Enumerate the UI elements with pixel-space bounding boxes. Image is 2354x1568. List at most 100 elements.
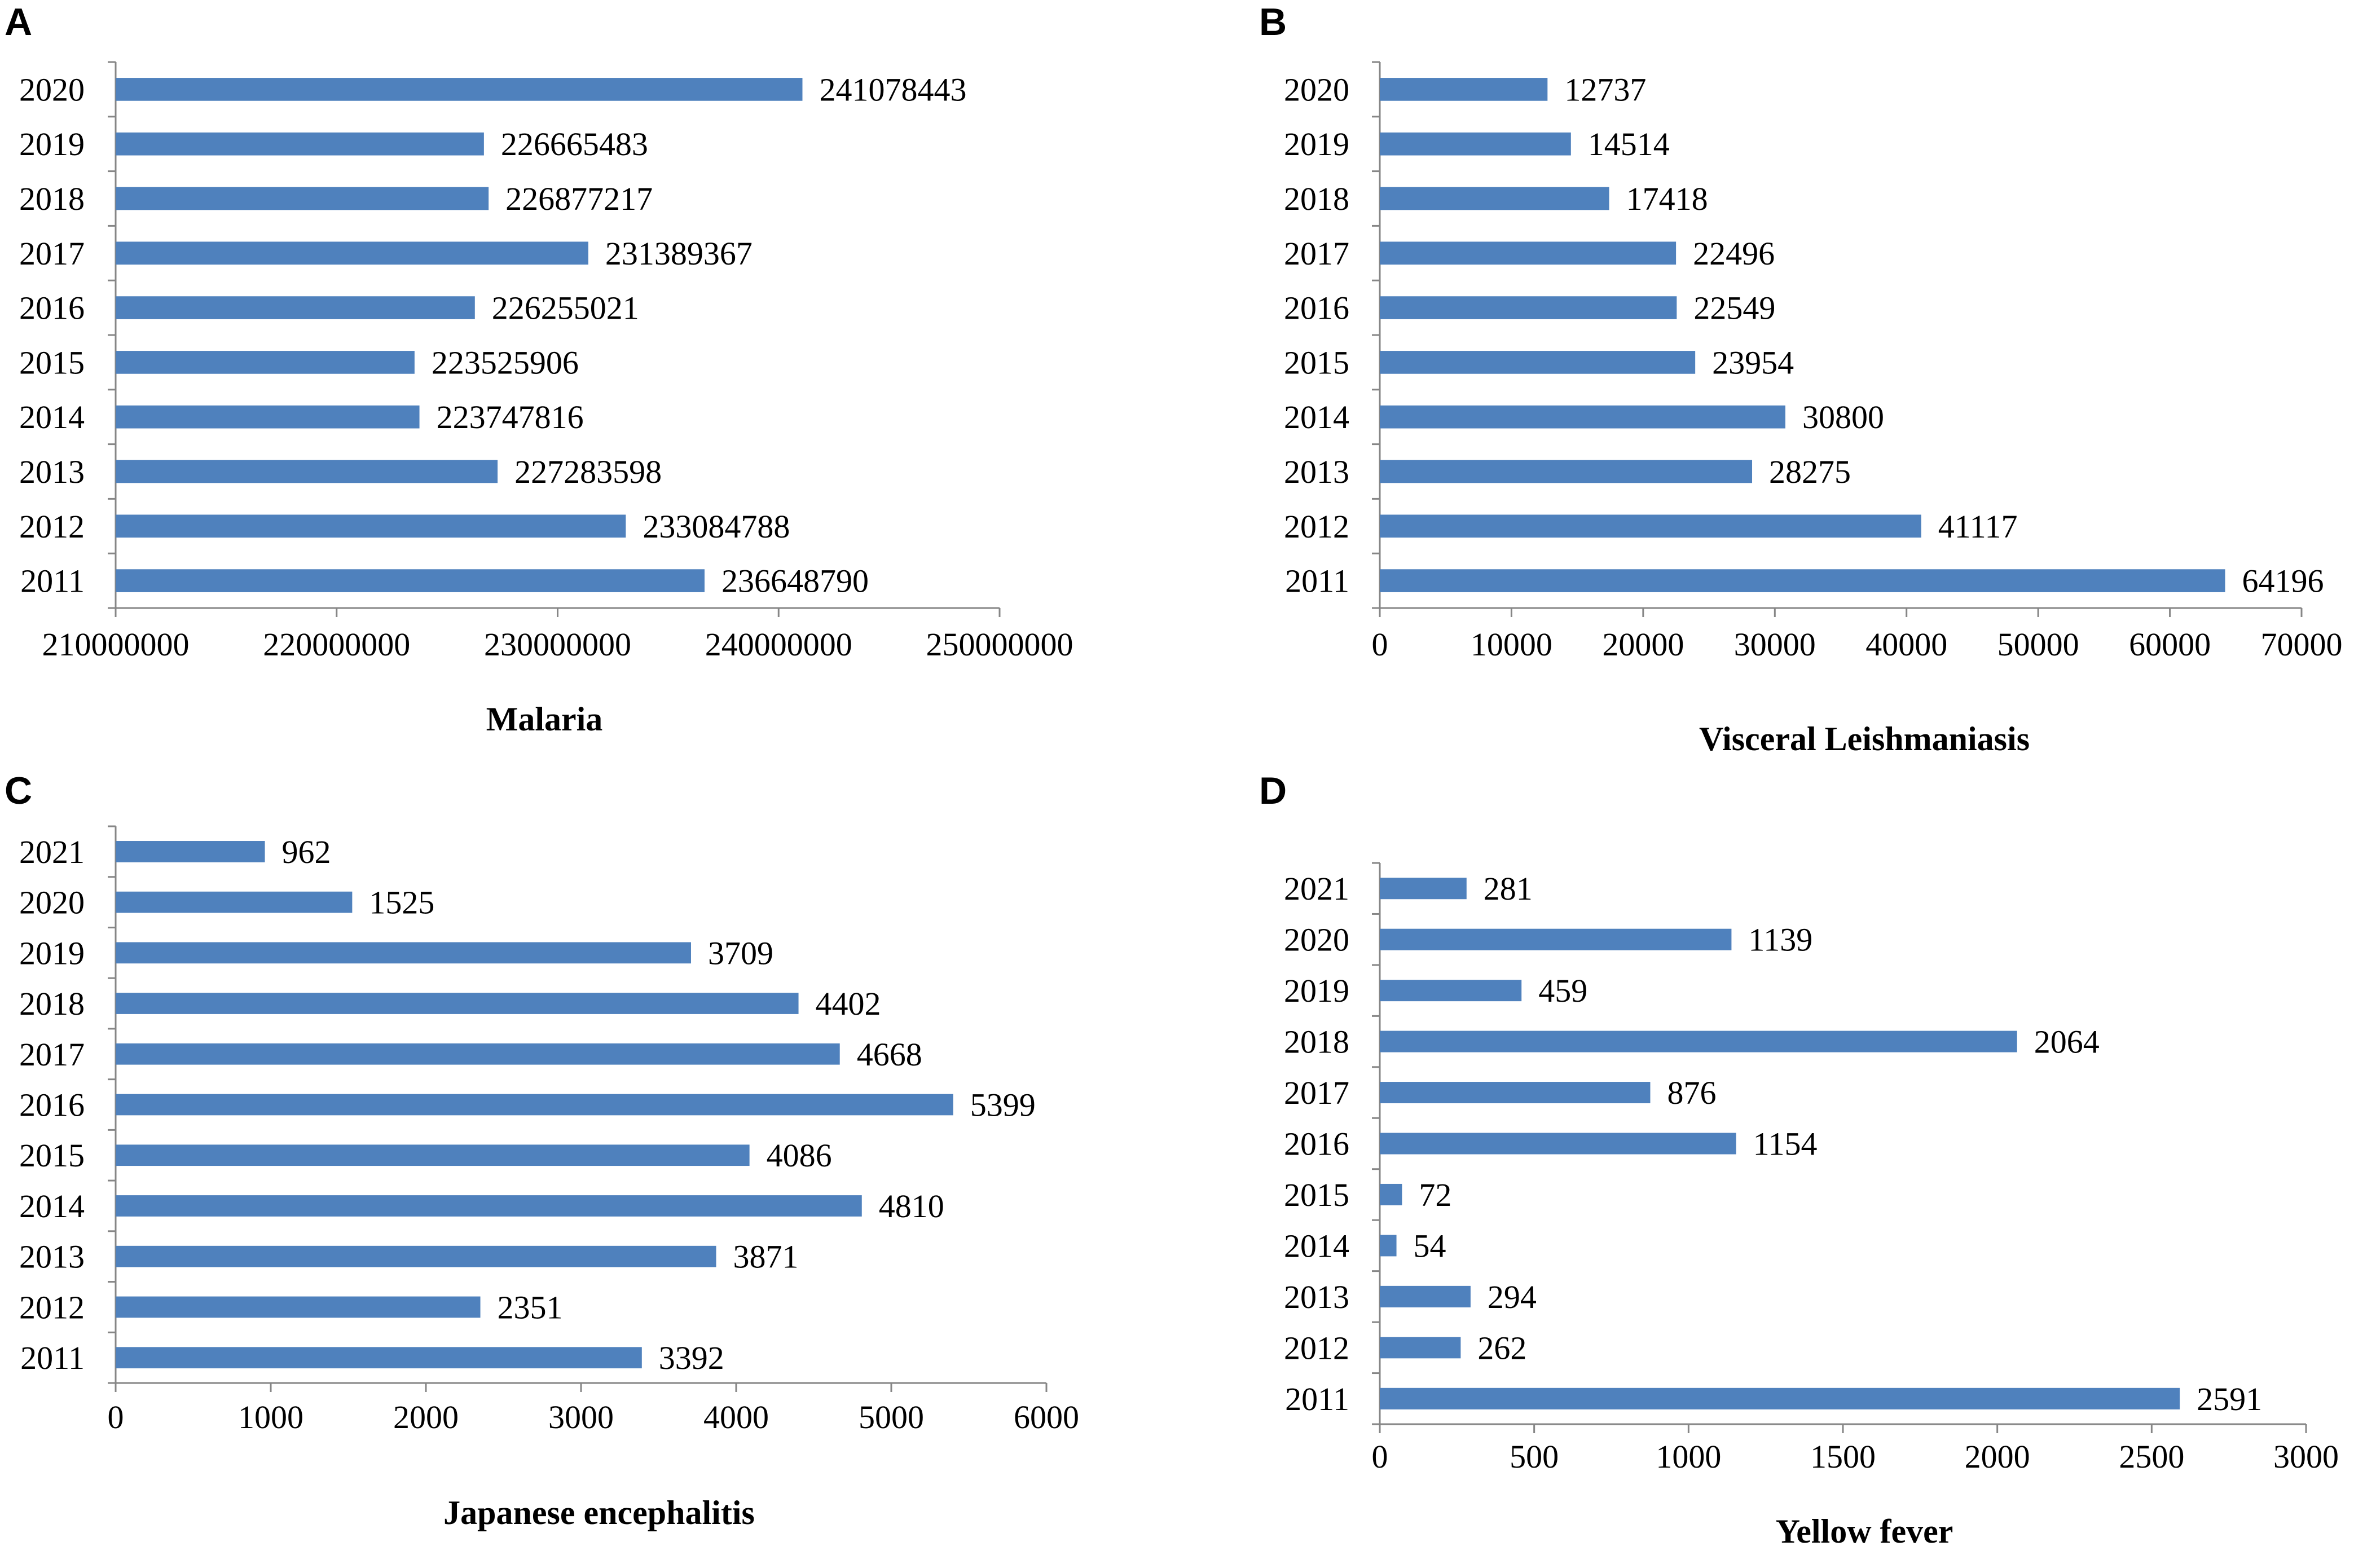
panel-label: D bbox=[1259, 769, 1287, 812]
bar-2017 bbox=[1380, 1082, 1651, 1104]
y-tick-label: 2019 bbox=[1284, 972, 1349, 1009]
y-tick-label: 2012 bbox=[1284, 508, 1349, 545]
y-tick-label: 2020 bbox=[1284, 71, 1349, 108]
data-label: 28275 bbox=[1769, 453, 1851, 490]
y-tick-label: 2012 bbox=[19, 508, 85, 545]
x-tick-label: 60000 bbox=[2129, 626, 2211, 663]
data-label: 4402 bbox=[816, 985, 881, 1022]
y-tick-label: 2014 bbox=[1284, 1227, 1349, 1264]
y-tick-label: 2016 bbox=[19, 1087, 85, 1124]
y-tick-label: 2011 bbox=[1285, 563, 1349, 600]
bar-2021 bbox=[1380, 878, 1467, 900]
data-label: 1154 bbox=[1753, 1126, 1818, 1162]
y-tick-label: 2014 bbox=[19, 399, 85, 435]
data-label: 4668 bbox=[857, 1036, 922, 1073]
data-label: 294 bbox=[1488, 1279, 1537, 1315]
chart-panel-a: A 210000000 220000000 230000000 240000000 250… bbox=[5, 1, 1073, 738]
x-tick-label: 210000000 bbox=[42, 626, 190, 663]
y-tick-label: 2019 bbox=[19, 935, 85, 971]
bar-2020 bbox=[116, 891, 353, 913]
bar-2019 bbox=[1380, 980, 1522, 1002]
y-tick-label: 2015 bbox=[19, 1137, 85, 1174]
bar-2016 bbox=[1380, 1133, 1736, 1155]
y-tick-label: 2011 bbox=[1285, 1381, 1349, 1417]
data-label: 64196 bbox=[2242, 563, 2324, 600]
y-tick-label: 2011 bbox=[20, 563, 85, 600]
bar-2017 bbox=[116, 241, 588, 265]
y-tick-label: 2011 bbox=[20, 1340, 85, 1376]
data-label: 41117 bbox=[1938, 508, 2018, 545]
x-tick-label: 0 bbox=[108, 1399, 124, 1435]
y-tick-label: 2013 bbox=[1284, 453, 1349, 490]
panel-label: A bbox=[5, 1, 32, 43]
data-label: 2064 bbox=[2034, 1024, 2100, 1060]
x-tick-label: 3000 bbox=[2273, 1438, 2339, 1475]
chart-title: Malaria bbox=[486, 701, 603, 738]
x-tick-label: 1000 bbox=[1656, 1438, 1721, 1475]
y-tick-label: 2020 bbox=[1284, 922, 1349, 958]
bar-2020 bbox=[1380, 928, 1732, 950]
y-tick-label: 2018 bbox=[19, 180, 85, 217]
chart-panel-d: D 0 500 1000 1500 2000 2500 3000 2021 281 2020 1139… bbox=[1259, 769, 2339, 1550]
x-tick-label: 2000 bbox=[393, 1399, 459, 1435]
x-tick-label: 250000000 bbox=[926, 626, 1073, 663]
data-label: 14514 bbox=[1588, 126, 1670, 162]
bar-2012 bbox=[1380, 514, 1921, 538]
bar-2018 bbox=[116, 993, 799, 1014]
y-tick-label: 2021 bbox=[19, 834, 85, 870]
bar-2014 bbox=[1380, 405, 1785, 429]
y-tick-label: 2013 bbox=[19, 453, 85, 490]
data-label: 2351 bbox=[498, 1289, 563, 1325]
data-label: 226665483 bbox=[501, 126, 648, 162]
data-label: 30800 bbox=[1802, 399, 1884, 435]
y-tick-label: 2014 bbox=[19, 1188, 85, 1225]
bar-2020 bbox=[116, 78, 803, 101]
x-tick-label: 500 bbox=[1510, 1438, 1559, 1475]
bar-2021 bbox=[116, 841, 265, 862]
data-label: 4086 bbox=[767, 1137, 832, 1174]
y-tick-label: 2018 bbox=[1284, 1024, 1349, 1060]
x-tick-label: 230000000 bbox=[484, 626, 631, 663]
chart-title: Yellow fever bbox=[1776, 1513, 1953, 1550]
x-tick-label: 20000 bbox=[1602, 626, 1684, 663]
data-label: 54 bbox=[1414, 1227, 1446, 1264]
data-label: 226255021 bbox=[492, 290, 639, 327]
y-tick-label: 2016 bbox=[19, 290, 85, 327]
y-tick-label: 2013 bbox=[19, 1239, 85, 1275]
x-tick-label: 1500 bbox=[1810, 1438, 1876, 1475]
bar-2013 bbox=[116, 1245, 716, 1267]
bar-2012 bbox=[116, 514, 626, 538]
data-label: 22496 bbox=[1693, 235, 1775, 272]
bar-2013 bbox=[1380, 1285, 1471, 1307]
x-tick-label: 0 bbox=[1372, 626, 1388, 663]
data-label: 23954 bbox=[1712, 344, 1794, 381]
data-label: 281 bbox=[1484, 870, 1533, 907]
bar-2018 bbox=[1380, 187, 1609, 210]
data-label: 3709 bbox=[708, 935, 773, 971]
x-tick-label: 2000 bbox=[1965, 1438, 2030, 1475]
data-label: 223525906 bbox=[432, 344, 579, 381]
y-tick-label: 2012 bbox=[19, 1289, 85, 1325]
y-tick-label: 2013 bbox=[1284, 1279, 1349, 1315]
data-label: 3871 bbox=[733, 1239, 799, 1275]
data-label: 1139 bbox=[1748, 922, 1812, 958]
y-tick-label: 2014 bbox=[1284, 399, 1349, 435]
bar-2013 bbox=[116, 460, 498, 483]
y-tick-label: 2012 bbox=[1284, 1329, 1349, 1366]
data-label: 72 bbox=[1419, 1177, 1451, 1213]
y-tick-label: 2017 bbox=[1284, 1074, 1349, 1111]
y-tick-label: 2020 bbox=[19, 71, 85, 108]
bar-2011 bbox=[116, 569, 705, 592]
bar-2018 bbox=[1380, 1030, 2017, 1052]
panel-label: C bbox=[5, 769, 32, 812]
bar-2017 bbox=[116, 1043, 840, 1065]
x-tick-label: 40000 bbox=[1865, 626, 1947, 663]
data-label: 241078443 bbox=[819, 71, 966, 108]
x-tick-label: 2500 bbox=[2119, 1438, 2184, 1475]
x-tick-label: 50000 bbox=[1997, 626, 2079, 663]
data-label: 233084788 bbox=[643, 508, 790, 545]
data-label: 459 bbox=[1538, 972, 1587, 1009]
bar-2015 bbox=[1380, 1183, 1402, 1205]
bar-2020 bbox=[1380, 78, 1548, 101]
bar-2011 bbox=[1380, 569, 2225, 592]
